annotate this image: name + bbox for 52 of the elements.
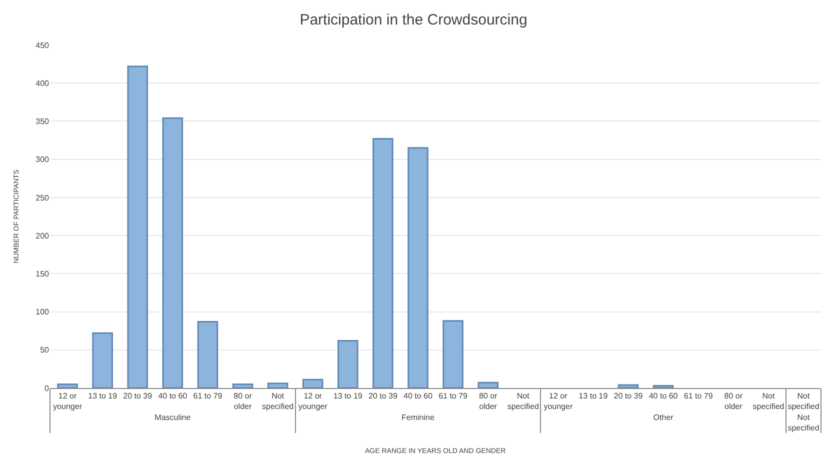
y-tick-label: 350 <box>36 117 50 126</box>
category-label: 40 to 60 <box>158 392 188 401</box>
y-tick-label: 150 <box>36 269 50 278</box>
category-label: 13 to 19 <box>88 392 118 401</box>
category-label: 20 to 39 <box>123 392 152 401</box>
category-label: 20 to 39 <box>368 392 398 401</box>
category-label: 80 or older <box>724 392 743 411</box>
bar <box>197 320 218 388</box>
category-label: 40 to 60 <box>648 392 678 401</box>
y-tick-label: 250 <box>36 193 50 202</box>
bar <box>338 340 358 388</box>
bar <box>478 382 498 388</box>
category-label: 12 or younger <box>53 392 82 411</box>
category-label: 61 to 79 <box>438 392 468 401</box>
y-tick-label: 300 <box>36 155 50 164</box>
category-label: Not specified <box>788 413 820 432</box>
bar <box>652 384 674 388</box>
category-label: 12 or younger <box>544 392 573 411</box>
category-label: Not specified <box>507 392 539 411</box>
category-label: Not specified <box>788 392 820 411</box>
bar <box>57 383 78 388</box>
bar <box>127 66 148 388</box>
y-tick-label: 50 <box>40 346 50 355</box>
category-label: 80 or older <box>234 392 252 411</box>
category-label: 61 to 79 <box>684 392 713 401</box>
y-tick-label: 200 <box>36 231 50 240</box>
y-tick-label: 100 <box>36 308 50 317</box>
bar <box>302 378 324 388</box>
category-label: Not specified <box>752 392 784 411</box>
y-tick-label: 0 <box>44 384 50 393</box>
y-tick-label: 450 <box>36 40 50 50</box>
category-label: Not specified <box>262 392 294 411</box>
bar <box>162 117 184 388</box>
category-label: Masculine <box>154 413 191 422</box>
category-label: Other <box>653 413 674 422</box>
category-label: 40 to 60 <box>404 392 432 401</box>
chart-title: Participation in the Crowdsourcing <box>300 12 528 29</box>
category-label: 61 to 79 <box>193 392 222 401</box>
bar <box>618 384 639 388</box>
category-label: 20 to 39 <box>614 392 643 401</box>
bar <box>408 147 428 388</box>
bar <box>92 332 113 388</box>
bar <box>232 383 254 388</box>
y-tick-label: 400 <box>36 78 50 88</box>
bar <box>267 382 288 388</box>
category-label: 13 to 19 <box>578 392 608 401</box>
bar <box>442 320 464 388</box>
category-label: 12 or younger <box>298 392 328 411</box>
bar <box>372 138 394 388</box>
category-label: 13 to 19 <box>333 392 362 401</box>
category-label: 80 or older <box>478 392 498 411</box>
category-label: Feminine <box>402 413 434 422</box>
